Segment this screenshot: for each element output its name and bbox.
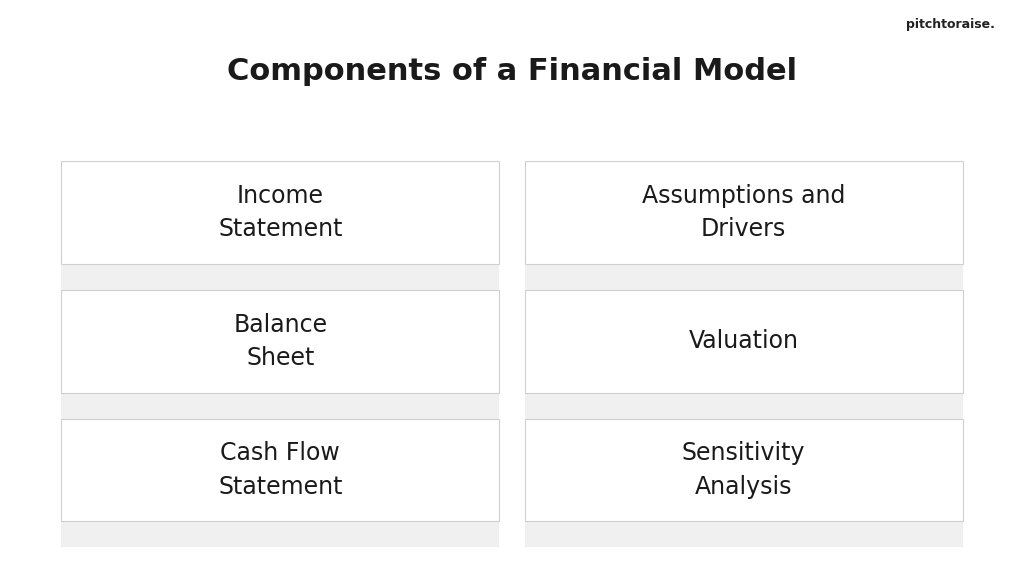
Text: Assumptions and
Drivers: Assumptions and Drivers [642, 184, 846, 241]
FancyBboxPatch shape [61, 419, 499, 521]
FancyBboxPatch shape [61, 290, 499, 393]
Text: Cash Flow
Statement: Cash Flow Statement [218, 441, 343, 499]
FancyBboxPatch shape [61, 393, 499, 419]
FancyBboxPatch shape [61, 161, 499, 264]
FancyBboxPatch shape [524, 521, 963, 547]
FancyBboxPatch shape [61, 264, 499, 290]
FancyBboxPatch shape [524, 393, 963, 419]
Text: Valuation: Valuation [689, 329, 799, 353]
FancyBboxPatch shape [524, 161, 963, 264]
Text: Components of a Financial Model: Components of a Financial Model [227, 58, 797, 86]
Text: Income
Statement: Income Statement [218, 184, 343, 241]
FancyBboxPatch shape [61, 521, 499, 547]
Text: pitchtoraise.: pitchtoraise. [906, 18, 995, 32]
FancyBboxPatch shape [524, 419, 963, 521]
Text: Sensitivity
Analysis: Sensitivity Analysis [682, 441, 806, 499]
FancyBboxPatch shape [524, 264, 963, 290]
FancyBboxPatch shape [524, 290, 963, 393]
Text: Balance
Sheet: Balance Sheet [233, 313, 328, 370]
